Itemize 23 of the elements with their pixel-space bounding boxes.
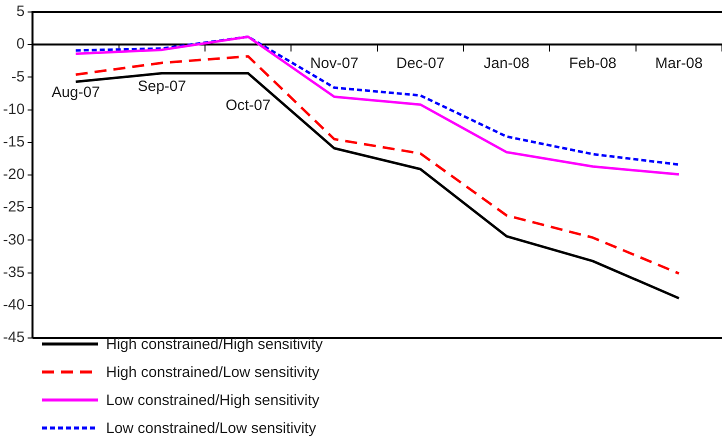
- x-tick-label: Sep-07: [138, 78, 186, 96]
- x-tick-label: Feb-08: [568, 55, 617, 72]
- x-tick-label: Oct-07: [226, 97, 271, 114]
- legend-label: High constrained/High sensitivity: [106, 336, 323, 352]
- x-tick-label: Mar-08: [655, 55, 703, 72]
- y-tick-label: -25: [2, 198, 25, 216]
- x-tick-label: Aug-07: [52, 84, 100, 102]
- y-tick-label: 0: [16, 36, 25, 53]
- y-tick-label: -20: [2, 166, 25, 184]
- y-tick-label: -40: [2, 296, 25, 314]
- x-tick-label: Dec-07: [396, 55, 445, 72]
- y-tick-label: -45: [2, 329, 25, 346]
- legend-label: High constrained/Low sensitivity: [106, 364, 320, 380]
- y-tick-label: -5: [11, 68, 25, 86]
- y-tick-label: -15: [2, 134, 25, 151]
- y-tick-label: -35: [2, 264, 25, 281]
- x-tick-label: Nov-07: [310, 55, 358, 72]
- legend-label: Low constrained/High sensitivity: [106, 392, 320, 408]
- y-tick-label: -10: [2, 100, 25, 118]
- y-tick-label: 5: [16, 3, 25, 20]
- legend-label: Low constrained/Low sensitivity: [106, 420, 316, 436]
- x-tick-label: Jan-08: [484, 55, 530, 72]
- y-tick-label: -30: [2, 231, 25, 248]
